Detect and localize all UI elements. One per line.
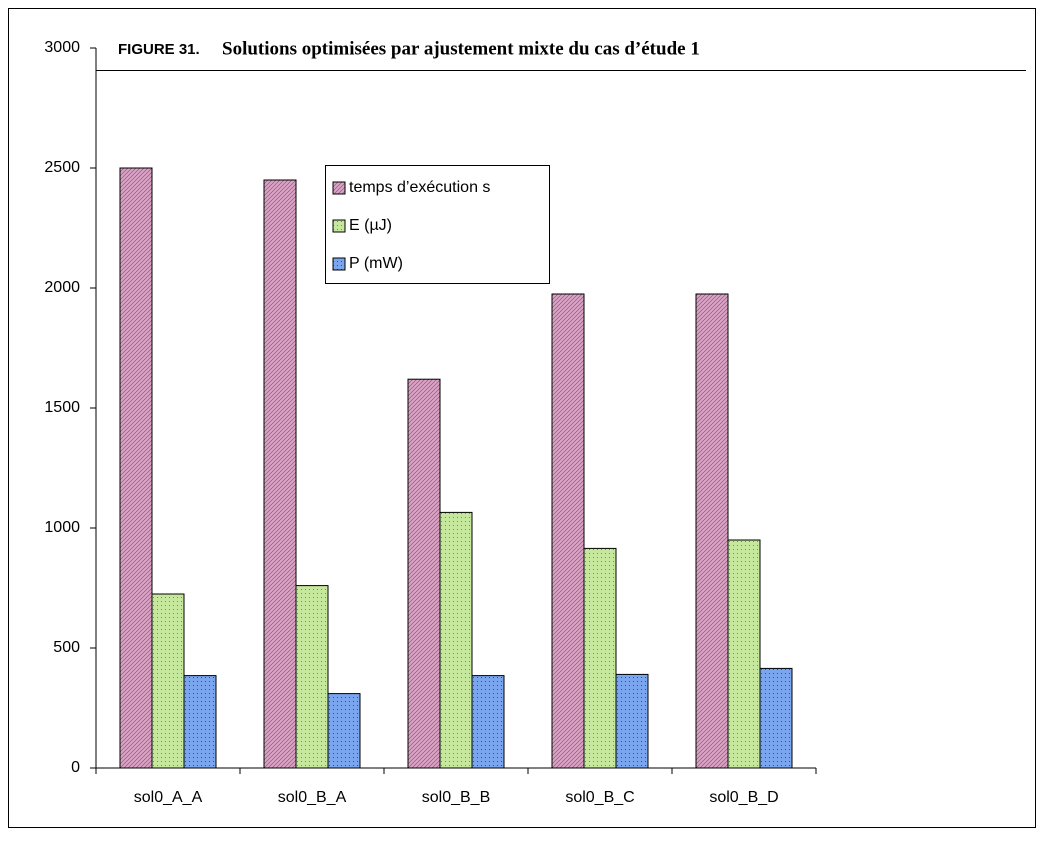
bar xyxy=(151,593,185,769)
legend-label: P (mW) xyxy=(349,255,403,272)
x-tick-label: sol0_B_A xyxy=(278,789,347,806)
y-tick-label: 3000 xyxy=(44,39,80,56)
bar xyxy=(551,293,585,769)
bar xyxy=(183,675,217,769)
legend-swatch xyxy=(332,257,346,271)
legend-swatch xyxy=(332,181,346,195)
bar xyxy=(119,167,153,769)
bar xyxy=(727,539,761,769)
x-tick-label: sol0_B_D xyxy=(709,789,778,806)
legend xyxy=(325,165,550,284)
x-tick-label: sol0_B_C xyxy=(565,789,634,806)
legend-label: E (µJ) xyxy=(349,217,392,234)
y-tick-label: 1000 xyxy=(44,519,80,536)
legend-label: temps d’exécution s xyxy=(349,179,490,196)
bar xyxy=(327,693,361,769)
bar xyxy=(615,673,649,769)
y-tick-label: 1500 xyxy=(44,399,80,416)
figure-label: FIGURE 31. xyxy=(118,41,200,58)
bar xyxy=(759,667,793,769)
y-tick-label: 0 xyxy=(71,759,80,776)
bar xyxy=(263,179,297,769)
bar xyxy=(439,511,473,769)
y-tick-label: 2500 xyxy=(44,159,80,176)
bar xyxy=(471,675,505,769)
bar xyxy=(295,585,329,769)
legend-swatch xyxy=(332,219,346,233)
bar xyxy=(583,547,617,769)
bar xyxy=(407,378,441,769)
bar xyxy=(695,293,729,769)
x-tick-label: sol0_A_A xyxy=(134,789,203,806)
x-tick-label: sol0_B_B xyxy=(422,789,491,806)
y-tick-label: 2000 xyxy=(44,279,80,296)
chart-title: Solutions optimisées par ajustement mixt… xyxy=(222,38,700,59)
y-tick-label: 500 xyxy=(53,639,80,656)
